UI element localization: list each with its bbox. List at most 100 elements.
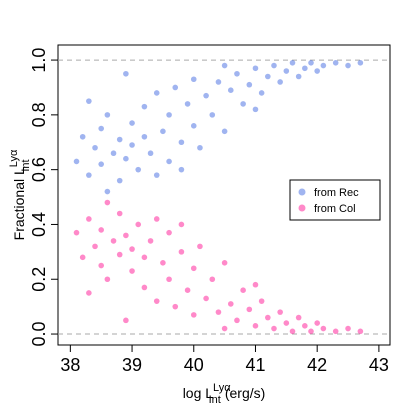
y-label-sup: Lyα bbox=[8, 149, 20, 167]
point bbox=[153, 172, 160, 178]
point bbox=[227, 87, 234, 94]
point bbox=[295, 73, 302, 80]
point bbox=[166, 158, 172, 165]
point bbox=[209, 276, 216, 283]
point bbox=[252, 281, 259, 288]
point bbox=[345, 325, 351, 332]
x-axis-label: log LLyα Int (erg/s) bbox=[183, 382, 266, 406]
point bbox=[221, 325, 228, 332]
y-label-main: Fractional L bbox=[11, 167, 27, 240]
point bbox=[190, 76, 197, 83]
point bbox=[265, 314, 271, 321]
point bbox=[320, 62, 327, 69]
point bbox=[86, 172, 92, 178]
point bbox=[178, 166, 185, 173]
point bbox=[246, 306, 253, 313]
point bbox=[184, 287, 191, 294]
point bbox=[141, 133, 148, 140]
point bbox=[314, 320, 320, 326]
point bbox=[190, 265, 197, 272]
point bbox=[178, 249, 185, 255]
point bbox=[166, 276, 172, 283]
x-label-sup: Lyα bbox=[213, 382, 231, 394]
x-label-sub: Int bbox=[209, 394, 221, 406]
point bbox=[308, 60, 314, 66]
legend-box bbox=[289, 179, 381, 221]
point bbox=[79, 133, 86, 140]
point bbox=[135, 221, 142, 228]
point bbox=[240, 287, 246, 294]
legend-label: from Rec bbox=[314, 187, 359, 199]
point bbox=[92, 144, 98, 151]
y-tick-label: 0.2 bbox=[29, 267, 49, 292]
point bbox=[129, 120, 135, 126]
point bbox=[203, 295, 209, 302]
point bbox=[190, 123, 197, 129]
x-tick-label: 38 bbox=[60, 355, 80, 375]
point bbox=[141, 284, 148, 291]
point bbox=[221, 62, 228, 69]
point bbox=[123, 70, 129, 77]
point bbox=[357, 328, 364, 335]
point bbox=[283, 320, 290, 326]
point bbox=[147, 238, 154, 244]
point bbox=[302, 323, 308, 329]
y-tick-label: 1.0 bbox=[29, 48, 49, 73]
point bbox=[153, 90, 160, 96]
x-tick-label: 42 bbox=[307, 355, 327, 375]
point bbox=[104, 276, 111, 283]
point bbox=[104, 112, 111, 118]
point bbox=[98, 227, 104, 233]
point bbox=[123, 155, 129, 162]
point bbox=[147, 150, 154, 157]
legend-marker bbox=[298, 204, 306, 212]
point bbox=[203, 92, 209, 99]
x-tick-label: 40 bbox=[184, 355, 204, 375]
point bbox=[79, 254, 86, 261]
point bbox=[172, 84, 179, 91]
y-tick-label: 0.4 bbox=[29, 212, 49, 237]
point bbox=[160, 260, 166, 266]
plot-frame bbox=[57, 44, 391, 346]
point bbox=[123, 232, 129, 239]
point bbox=[246, 81, 253, 88]
y-tick-label: 0.8 bbox=[29, 102, 49, 127]
y-tick-label: 0.0 bbox=[29, 322, 49, 347]
point bbox=[332, 60, 339, 66]
point bbox=[197, 144, 203, 151]
point bbox=[308, 328, 314, 335]
point bbox=[110, 150, 117, 157]
point bbox=[98, 125, 104, 132]
point bbox=[153, 298, 160, 304]
point bbox=[252, 106, 259, 113]
point bbox=[73, 229, 80, 236]
x-label-unit: (erg/s) bbox=[225, 385, 265, 401]
point bbox=[86, 290, 92, 296]
point bbox=[277, 309, 283, 315]
point bbox=[116, 177, 123, 184]
point bbox=[240, 101, 246, 107]
point bbox=[141, 103, 148, 110]
point bbox=[116, 251, 123, 258]
point bbox=[116, 136, 123, 143]
point bbox=[153, 216, 160, 222]
point bbox=[314, 68, 320, 74]
point bbox=[129, 246, 135, 252]
point bbox=[265, 73, 271, 80]
point bbox=[271, 325, 277, 332]
point bbox=[302, 65, 308, 72]
point bbox=[277, 79, 283, 85]
point bbox=[215, 79, 222, 85]
point bbox=[110, 238, 117, 244]
point bbox=[283, 68, 290, 74]
point bbox=[116, 210, 123, 217]
point bbox=[252, 65, 259, 72]
y-label-sub: Int bbox=[20, 159, 32, 171]
point bbox=[178, 221, 185, 228]
point bbox=[190, 312, 197, 318]
point bbox=[86, 98, 92, 104]
y-axis-label: Fractional LLyαInt bbox=[8, 149, 32, 240]
point bbox=[357, 60, 364, 66]
point bbox=[295, 314, 302, 321]
